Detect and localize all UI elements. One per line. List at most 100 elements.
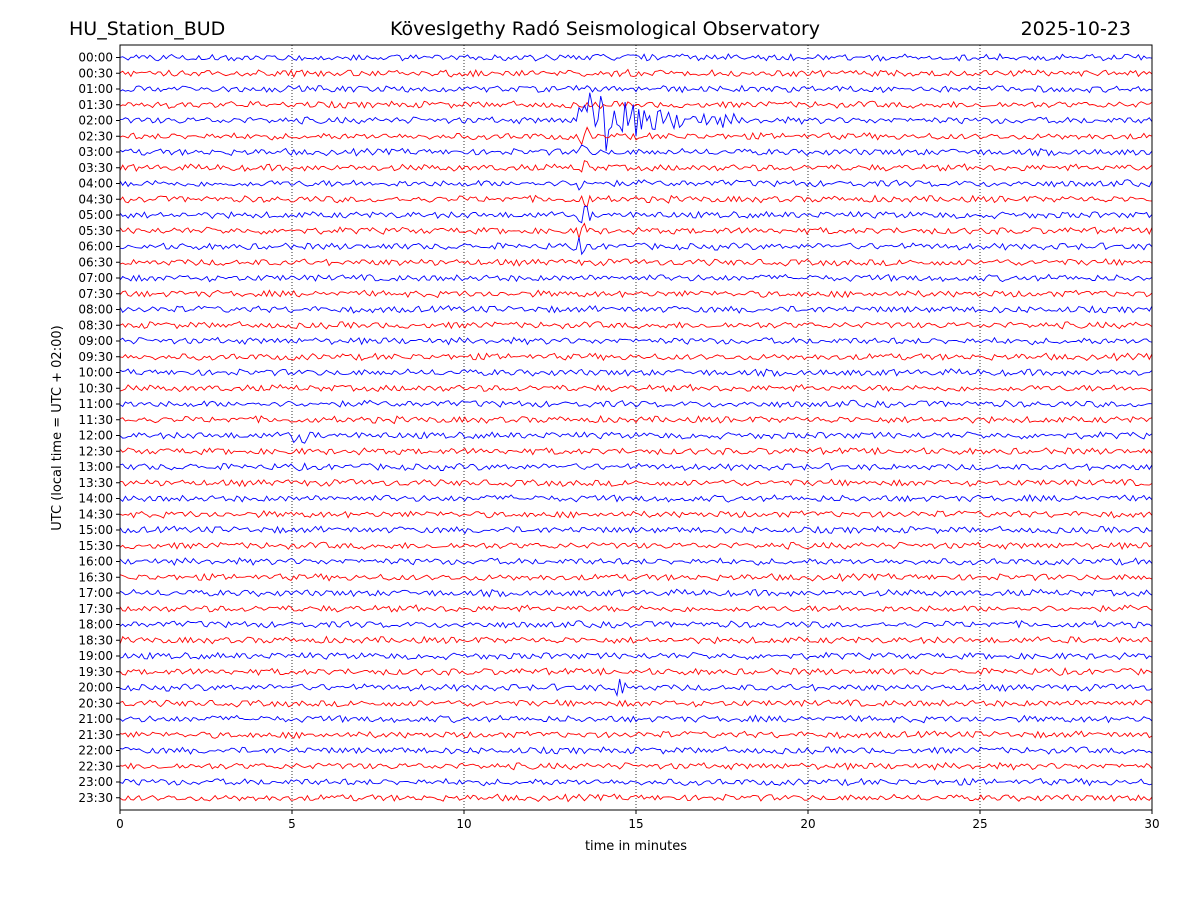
y-tick-label: 00:30 — [78, 66, 113, 80]
x-tick-label: 20 — [800, 817, 815, 831]
y-tick-label: 15:30 — [78, 539, 113, 553]
trace-0130 — [120, 100, 1152, 109]
date-title: 2025-10-23 — [1021, 18, 1131, 40]
trace-1400 — [120, 493, 1152, 503]
y-tick-label: 04:00 — [78, 177, 113, 191]
y-tick-label: 17:00 — [78, 586, 113, 600]
y-tick-label: 02:30 — [78, 129, 113, 143]
trace-2000 — [120, 678, 1152, 698]
y-tick-label: 12:00 — [78, 429, 113, 443]
y-tick-label: 19:00 — [78, 649, 113, 663]
y-tick-label: 16:00 — [78, 555, 113, 569]
y-tick-label: 20:00 — [78, 681, 113, 695]
trace-1330 — [120, 478, 1152, 488]
trace-1200 — [120, 431, 1152, 444]
y-tick-label: 10:00 — [78, 366, 113, 380]
trace-0600 — [120, 237, 1152, 256]
x-tick-label: 25 — [972, 817, 987, 831]
y-tick-label: 03:00 — [78, 145, 113, 159]
trace-1030 — [120, 383, 1152, 393]
trace-1600 — [120, 557, 1152, 566]
trace-0230 — [120, 126, 1152, 146]
trace-1300 — [120, 462, 1152, 472]
trace-1930 — [120, 667, 1152, 677]
y-tick-label: 22:30 — [78, 759, 113, 773]
trace-1130 — [120, 415, 1152, 425]
trace-1730 — [120, 604, 1152, 613]
y-tick-label: 21:30 — [78, 728, 113, 742]
x-tick-label: 5 — [288, 817, 296, 831]
y-tick-label: 14:00 — [78, 492, 113, 506]
y-tick-label: 07:00 — [78, 271, 113, 285]
trace-0000 — [120, 53, 1152, 62]
trace-1800 — [120, 620, 1152, 629]
trace-2030 — [120, 699, 1152, 708]
trace-1700 — [120, 588, 1152, 598]
trace-0630 — [120, 258, 1152, 267]
trace-1830 — [120, 635, 1152, 645]
trace-1430 — [120, 510, 1152, 519]
y-tick-label: 05:00 — [78, 208, 113, 222]
trace-0500 — [120, 205, 1152, 224]
trace-0800 — [120, 305, 1152, 314]
trace-1630 — [120, 572, 1152, 582]
trace-2100 — [120, 714, 1152, 724]
trace-0930 — [120, 352, 1152, 362]
y-tick-label: 20:30 — [78, 696, 113, 710]
y-tick-label: 18:00 — [78, 618, 113, 632]
y-tick-label: 10:30 — [78, 381, 113, 395]
y-tick-label: 08:00 — [78, 303, 113, 317]
trace-0400 — [120, 179, 1152, 191]
trace-0100 — [120, 84, 1152, 94]
trace-0830 — [120, 321, 1152, 330]
y-tick-label: 19:30 — [78, 665, 113, 679]
y-tick-label: 07:30 — [78, 287, 113, 301]
y-tick-label: 09:30 — [78, 350, 113, 364]
trace-1900 — [120, 651, 1152, 661]
trace-2330 — [120, 793, 1152, 803]
y-tick-label: 09:00 — [78, 334, 113, 348]
station-title: HU_Station_BUD — [69, 18, 225, 40]
trace-0030 — [120, 68, 1152, 78]
trace-group — [120, 53, 1152, 803]
y-tick-label: 02:00 — [78, 114, 113, 128]
trace-2300 — [120, 777, 1152, 787]
trace-1230 — [120, 446, 1152, 456]
plot-frame — [119, 44, 1153, 811]
y-tick-label: 03:30 — [78, 161, 113, 175]
trace-0430 — [120, 194, 1152, 208]
y-tick-label: 21:00 — [78, 712, 113, 726]
trace-0330 — [120, 160, 1152, 173]
y-tick-label: 15:00 — [78, 523, 113, 537]
y-tick-label: 06:00 — [78, 240, 113, 254]
x-tick-label: 30 — [1144, 817, 1159, 831]
y-tick-label: 14:30 — [78, 507, 113, 521]
trace-0530 — [120, 222, 1152, 240]
x-tick-label: 10 — [456, 817, 471, 831]
y-tick-label: 04:30 — [78, 192, 113, 206]
trace-0200 — [120, 92, 1152, 151]
y-tick-label: 01:30 — [78, 98, 113, 112]
trace-0900 — [120, 336, 1152, 346]
trace-1500 — [120, 525, 1152, 535]
x-tick-label: 15 — [628, 817, 643, 831]
y-tick-label: 17:30 — [78, 602, 113, 616]
y-axis-label: UTC (local time = UTC + 02:00) — [50, 325, 65, 530]
y-tick-label: 00:00 — [78, 51, 113, 65]
y-tick-label: 22:00 — [78, 744, 113, 758]
trace-2130 — [120, 730, 1152, 740]
y-tick-label: 13:00 — [78, 460, 113, 474]
y-tick-label: 12:30 — [78, 444, 113, 458]
trace-1530 — [120, 541, 1152, 551]
trace-1000 — [120, 368, 1152, 378]
y-tick-label: 05:30 — [78, 224, 113, 238]
y-tick-label: 23:00 — [78, 775, 113, 789]
y-tick-label: 18:30 — [78, 633, 113, 647]
x-axis-label: time in minutes — [585, 839, 687, 854]
y-tick-label: 06:30 — [78, 255, 113, 269]
y-tick-label: 01:00 — [78, 82, 113, 96]
trace-0730 — [120, 289, 1152, 299]
